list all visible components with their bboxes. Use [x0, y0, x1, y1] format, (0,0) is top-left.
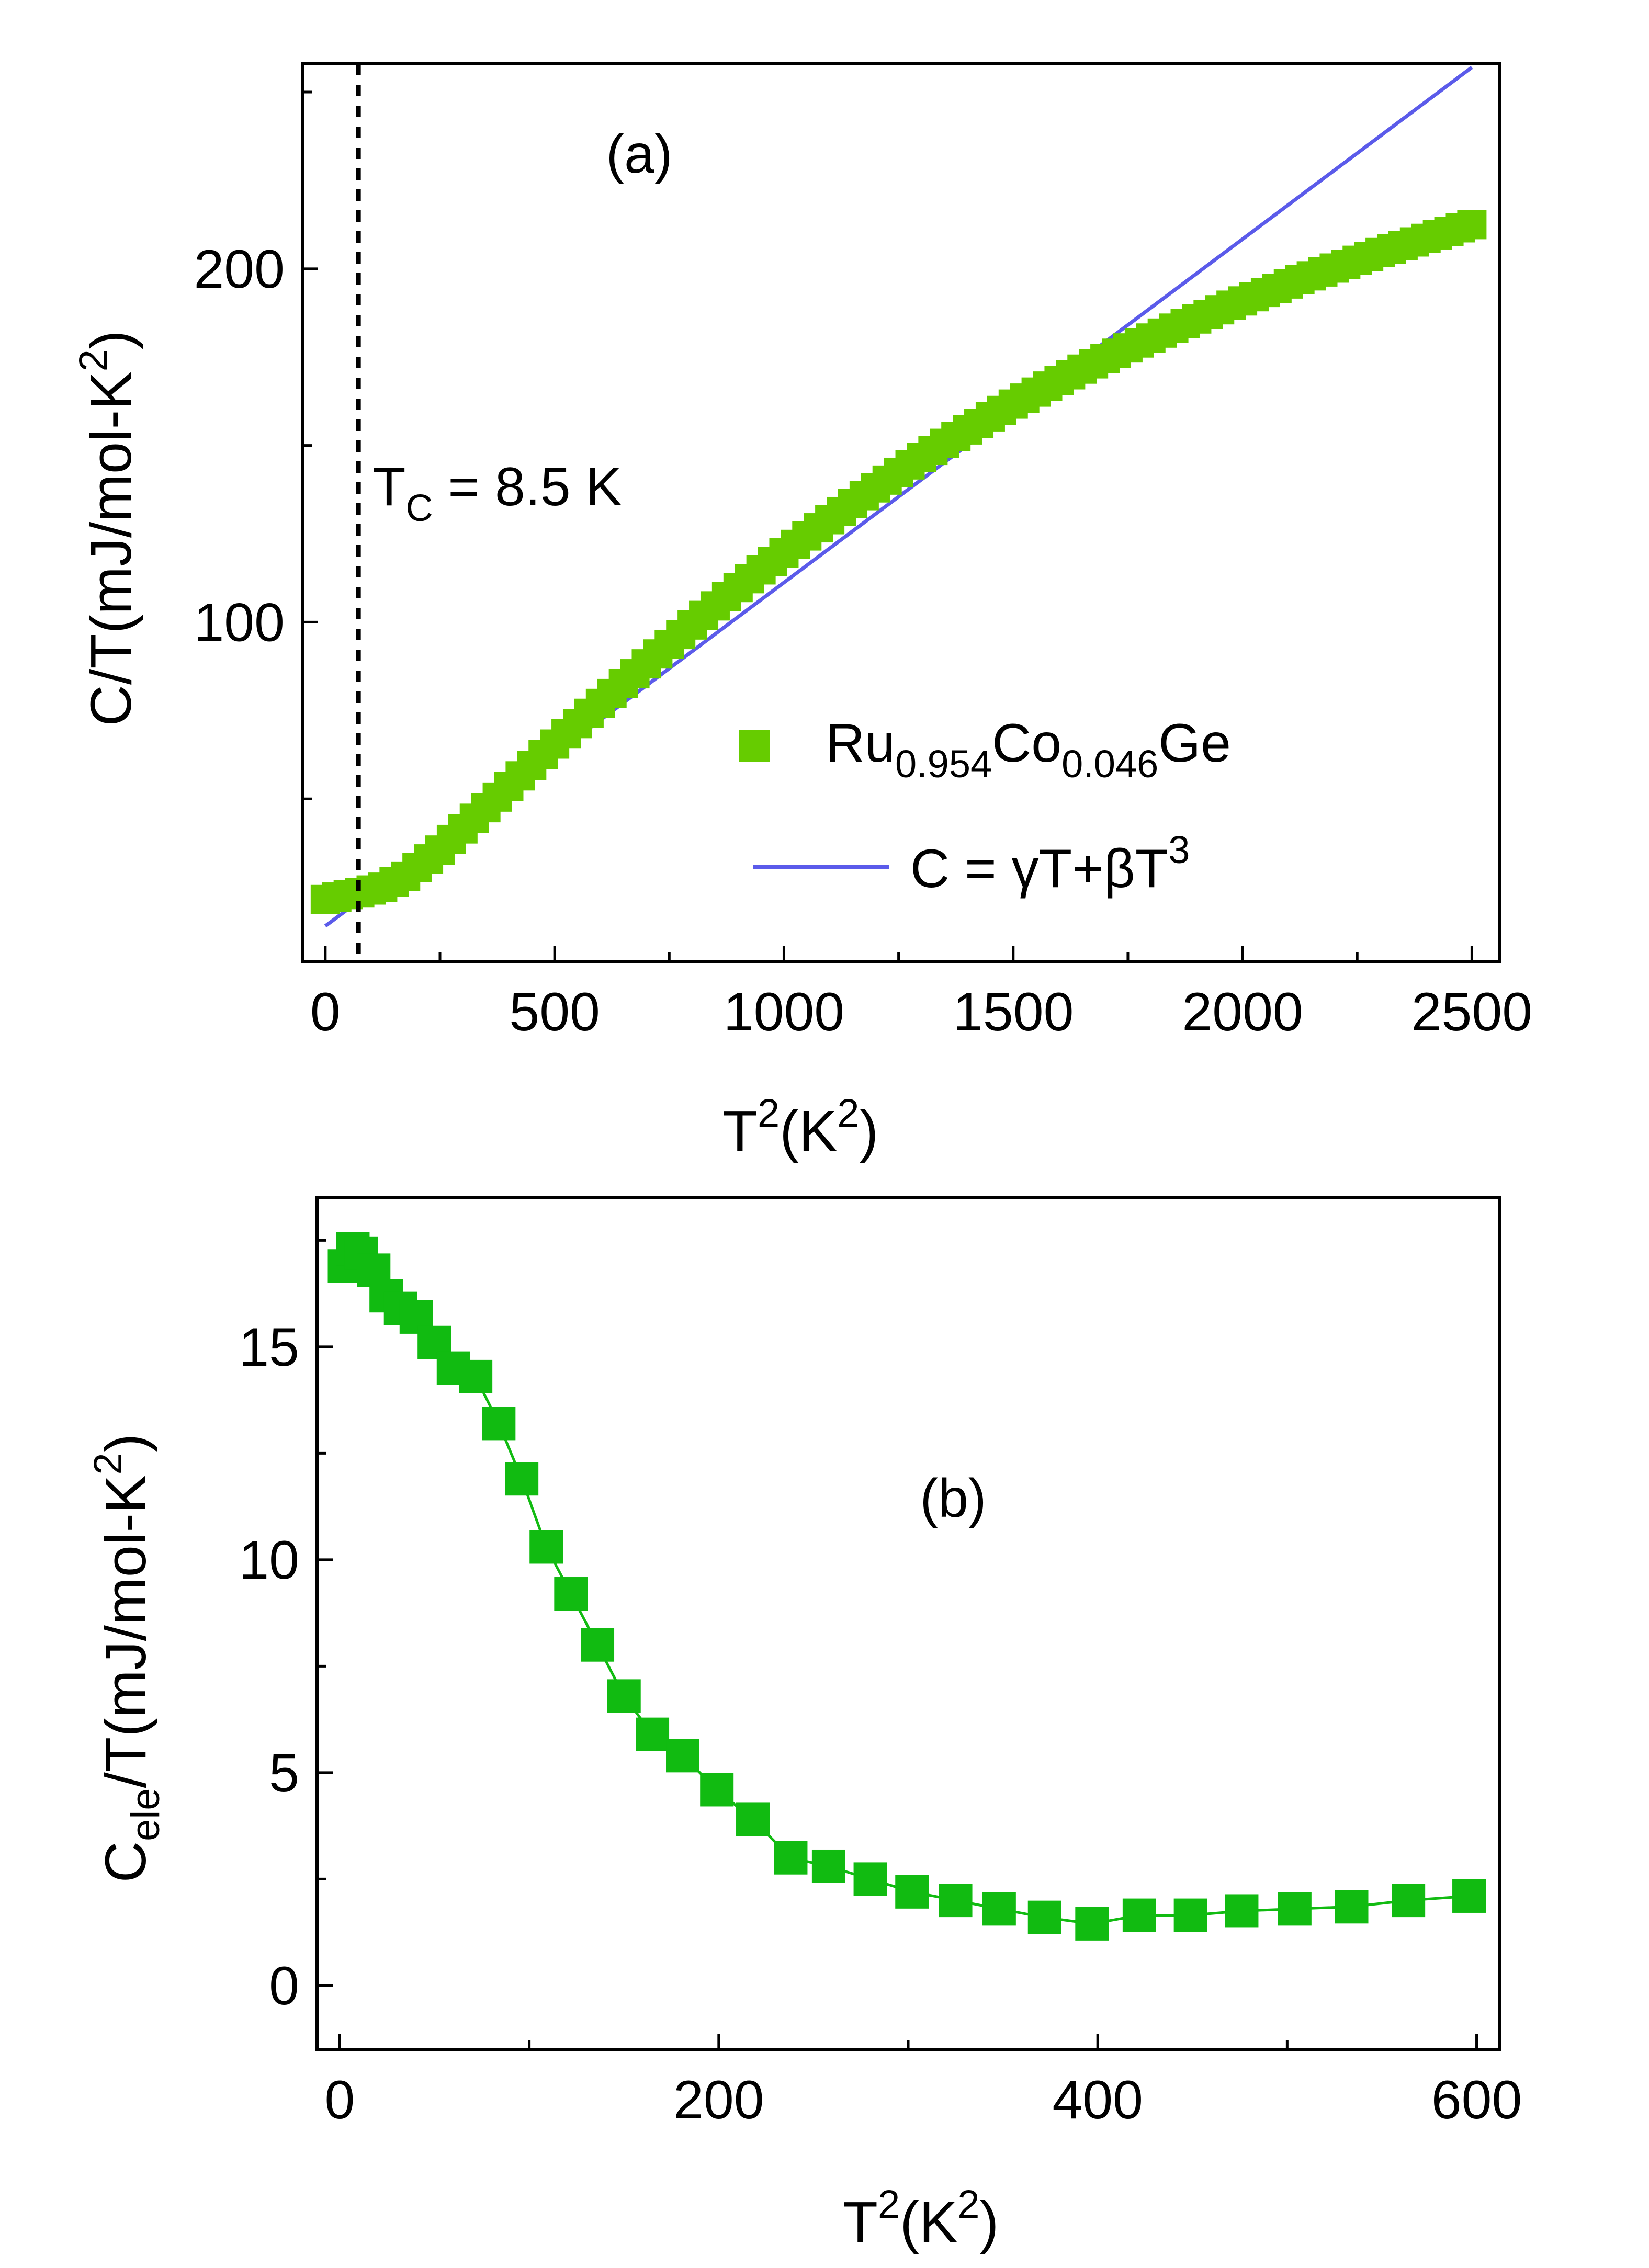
panel-b-x-axis-label: T2(K2) [843, 2182, 999, 2254]
y-tick-label: 15 [239, 1317, 299, 1378]
data-point-b [1075, 1907, 1109, 1941]
data-point-b [774, 1841, 808, 1875]
tc-subscript: C [406, 487, 433, 529]
x-tick-label: 2500 [1411, 982, 1532, 1042]
x-tick-label: 600 [1431, 2070, 1522, 2130]
data-point-b [1392, 1884, 1426, 1918]
panel-b-line-layer [343, 1247, 1470, 1925]
panel-a-y-axis-label: C/T(mJ/mol-K2) [71, 330, 143, 726]
panel-b-x-ticks: 0 200 400 600 [325, 2034, 1522, 2130]
panel-a-label: (a) [606, 124, 672, 185]
panel-a-legend: Ru0.954Co0.046Ge C = γT+βT3 [739, 713, 1231, 899]
x-tick-label: 0 [325, 2070, 355, 2130]
legend-entry-sample: Ru0.954Co0.046Ge [826, 713, 1231, 786]
x-tick-label: 200 [673, 2070, 764, 2130]
panel-a-frame [301, 62, 1501, 963]
tc-value: = 8.5 K [433, 457, 622, 517]
data-point-b [581, 1628, 615, 1662]
y-tick-label: 200 [194, 239, 285, 300]
y-tick-label: 10 [239, 1530, 299, 1591]
data-point-b [1027, 1900, 1061, 1934]
legend-entry-fit: C = γT+βT3 [910, 828, 1190, 899]
panel-b-label: (b) [920, 1468, 986, 1529]
panel-a-y-ticks: 100 200 [194, 90, 318, 800]
data-point-a [1457, 210, 1487, 240]
x-tick-label: 1500 [953, 982, 1074, 1042]
panel-a-markers [310, 210, 1487, 914]
data-point-b [853, 1862, 887, 1896]
data-point-b [636, 1717, 670, 1751]
panel-b-markers [327, 1232, 1486, 1941]
data-point-b [939, 1884, 973, 1918]
data-point-b [482, 1407, 516, 1441]
data-point-b [1225, 1894, 1259, 1928]
data-point-b [1335, 1890, 1369, 1924]
y-tick-label: 5 [269, 1743, 299, 1804]
data-point-b [505, 1462, 539, 1496]
x-tick-label: 1000 [724, 982, 844, 1042]
data-point-b [736, 1802, 770, 1836]
data-point-b [1122, 1898, 1156, 1932]
panel-b: 0 200 400 600 0 5 10 15 (b) T2(K2) Cele/T(mJ/m… [86, 1196, 1522, 2254]
data-point-b [811, 1849, 845, 1883]
x-tick-label: 400 [1052, 2070, 1143, 2130]
data-point-b [1452, 1879, 1486, 1913]
y-tick-label: 100 [194, 592, 285, 653]
y-tick-label: 0 [269, 1956, 299, 2016]
tc-annotation: TC = 8.5 K [372, 457, 622, 529]
x-tick-label: 2000 [1182, 982, 1303, 1042]
data-point-b [895, 1875, 929, 1909]
data-point-b [982, 1892, 1016, 1926]
panel-a-x-ticks: 0 500 1000 1500 2000 2500 [310, 946, 1532, 1042]
x-tick-label: 0 [310, 982, 341, 1042]
data-point-b [666, 1739, 700, 1773]
panel-b-y-axis-label: Cele/T(mJ/mol-K2) [86, 1434, 168, 1883]
panel-b-plot-area [327, 1232, 1486, 1941]
data-point-b [1278, 1892, 1312, 1926]
data-point-b [529, 1530, 563, 1564]
panel-a-plot-area [310, 65, 1487, 928]
panel-a-x-axis-label: T2(K2) [722, 1091, 878, 1163]
data-point-b [459, 1359, 493, 1393]
data-point-b [700, 1773, 734, 1807]
data-point-b [607, 1679, 641, 1713]
panel-a: 0 500 1000 1500 2000 2500 100 200 (a) TC = 8.5… [71, 62, 1532, 1163]
x-tick-label: 500 [509, 982, 600, 1042]
panel-b-frame [315, 1196, 1501, 2051]
data-point-b [1173, 1898, 1207, 1932]
panel-b-y-ticks: 0 5 10 15 [239, 1239, 333, 2016]
series-line-b [343, 1247, 1470, 1925]
legend-marker-swatch [739, 730, 770, 762]
data-point-b [554, 1577, 588, 1611]
